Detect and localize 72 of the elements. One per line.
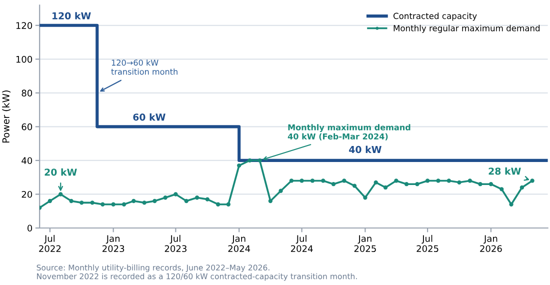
- point: [205, 197, 210, 202]
- point: [258, 158, 262, 163]
- point: [142, 200, 146, 205]
- point: [500, 187, 504, 192]
- point: [363, 196, 368, 200]
- point: [174, 192, 178, 196]
- point: [415, 182, 420, 186]
- point: [184, 198, 188, 204]
- annotation: 40 kW: [349, 146, 382, 154]
- y-axis-title: Power (kW): [2, 90, 11, 142]
- point: [352, 184, 357, 188]
- point: [374, 180, 378, 184]
- point: [194, 196, 200, 200]
- point: [69, 198, 74, 204]
- point: [226, 202, 230, 206]
- point: [268, 198, 273, 204]
- annotation: 120 kW: [52, 12, 91, 20]
- point: [278, 188, 283, 193]
- annotation: 28 kW: [488, 167, 521, 175]
- point: [248, 158, 252, 163]
- annotation: 60 kW: [133, 113, 166, 121]
- legend-label: Contracted capacity: [393, 12, 477, 21]
- point: [90, 200, 94, 205]
- point: [446, 178, 451, 183]
- point: [237, 163, 242, 168]
- point: [111, 202, 116, 206]
- annotation: Monthly maximum demand 40 kW (Feb-Mar 2024): [288, 124, 410, 140]
- point: [331, 182, 336, 186]
- point: [520, 185, 524, 190]
- point: [310, 178, 315, 183]
- x-tick-label: Jul 2023: [164, 234, 186, 252]
- point: [58, 192, 63, 196]
- x-tick-label: Jul 2025: [416, 234, 438, 252]
- x-tick-label: Jul 2022: [39, 234, 61, 252]
- point: [100, 202, 105, 206]
- point: [321, 178, 326, 183]
- y-tick-label: 40: [22, 157, 32, 164]
- point: [216, 202, 220, 206]
- x-tick-label: Jan 2023: [102, 235, 124, 252]
- point: [394, 178, 398, 183]
- point: [530, 178, 534, 183]
- point: [468, 178, 472, 183]
- x-tick-label: Jan 2026: [480, 235, 502, 252]
- point: [342, 178, 346, 183]
- point: [383, 185, 388, 190]
- point: [122, 202, 126, 206]
- annotation: 120→60 kW transition month: [111, 59, 178, 75]
- point: [163, 196, 168, 200]
- point: [509, 202, 514, 206]
- y-tick-label: 100: [16, 56, 32, 63]
- point: [300, 178, 304, 183]
- y-tick-label: 20: [22, 190, 32, 198]
- y-tick-label: 80: [22, 90, 32, 96]
- point: [48, 198, 52, 204]
- x-tick-label: Jul 2024: [290, 234, 313, 252]
- point: [289, 178, 294, 183]
- legend-label: Monthly regular maximum demand: [394, 24, 540, 33]
- point: [436, 178, 440, 183]
- point: [152, 198, 157, 204]
- point: [478, 182, 482, 186]
- y-tick-label: 120: [16, 22, 32, 29]
- x-tick-label: Jan 2024: [228, 235, 250, 252]
- point: [404, 182, 409, 186]
- x-tick-label: Jan 2025: [354, 235, 376, 252]
- annotation: 20 kW: [44, 168, 77, 176]
- point: [132, 198, 136, 204]
- point: [425, 178, 430, 183]
- point: [80, 200, 84, 205]
- y-tick-label: 60: [22, 123, 32, 130]
- y-tick-label: 0: [28, 224, 32, 232]
- point: [457, 180, 462, 184]
- point: [488, 182, 494, 186]
